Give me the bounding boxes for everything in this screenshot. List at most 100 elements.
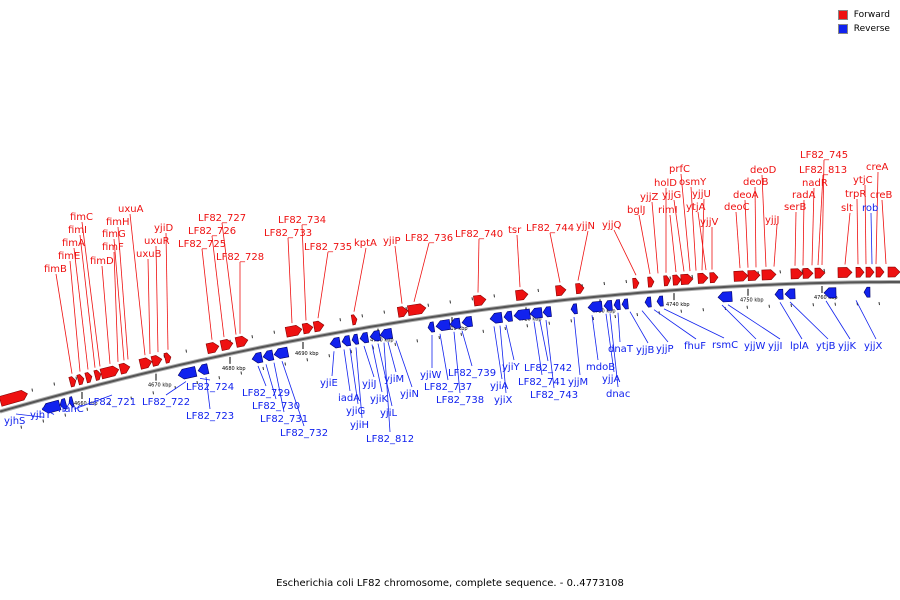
reverse-gene-label[interactable]: yjjK — [838, 341, 856, 352]
forward-gene-label[interactable]: yjjQ — [602, 220, 621, 231]
reverse-gene-arrow[interactable] — [427, 321, 436, 333]
reverse-gene-arrow[interactable] — [621, 298, 629, 310]
forward-gene-arrow[interactable] — [747, 270, 761, 281]
forward-gene-label[interactable]: ytjC — [853, 175, 873, 186]
forward-gene-label[interactable]: creA — [866, 162, 889, 173]
reverse-gene-label[interactable]: dnac — [606, 389, 630, 400]
forward-gene-label[interactable]: radA — [792, 190, 816, 201]
reverse-gene-arrow[interactable] — [542, 306, 552, 318]
reverse-gene-label[interactable]: LF82_721 — [88, 397, 136, 408]
forward-gene-arrow[interactable] — [663, 275, 671, 287]
reverse-gene-arrow[interactable] — [717, 291, 733, 303]
forward-gene-arrow[interactable] — [855, 266, 865, 278]
forward-gene-label[interactable]: LF82_734 — [278, 215, 326, 226]
reverse-gene-label[interactable]: LF82_737 — [424, 382, 472, 393]
reverse-gene-label[interactable]: yjiJ — [362, 379, 376, 390]
forward-gene-label[interactable]: serB — [784, 202, 806, 213]
reverse-gene-arrow[interactable] — [570, 303, 578, 315]
reverse-gene-label[interactable]: fhuF — [684, 341, 706, 352]
reverse-gene-label[interactable]: yjiG — [346, 406, 365, 417]
forward-gene-arrow[interactable] — [875, 266, 885, 278]
forward-gene-arrow[interactable] — [790, 268, 804, 280]
forward-gene-arrow[interactable] — [396, 306, 409, 318]
forward-gene-arrow[interactable] — [672, 274, 682, 286]
forward-gene-arrow[interactable] — [99, 365, 120, 380]
forward-gene-label[interactable]: yjjG — [662, 190, 681, 201]
reverse-gene-label[interactable]: LF82_731 — [260, 414, 308, 425]
forward-gene-label[interactable]: LF82_745 — [800, 150, 848, 161]
forward-gene-arrow[interactable] — [350, 314, 358, 326]
reverse-gene-label[interactable]: LF82_738 — [436, 395, 484, 406]
reverse-gene-label[interactable]: yjiW — [420, 370, 441, 381]
forward-gene-arrow[interactable] — [0, 389, 29, 407]
reverse-gene-label[interactable]: yjiA — [490, 381, 508, 392]
reverse-gene-arrow[interactable] — [369, 329, 382, 342]
reverse-gene-arrow[interactable] — [489, 312, 503, 324]
reverse-gene-label[interactable]: yjjA — [602, 374, 620, 385]
forward-gene-label[interactable]: fimA — [62, 238, 85, 249]
forward-gene-label[interactable]: fimI — [68, 225, 87, 236]
forward-gene-label[interactable]: deoA — [733, 190, 759, 201]
forward-gene-arrow[interactable] — [138, 357, 153, 370]
forward-gene-label[interactable]: LF82_736 — [405, 233, 453, 244]
forward-gene-arrow[interactable] — [163, 352, 172, 364]
reverse-gene-label[interactable]: yjiN — [400, 389, 419, 400]
forward-gene-arrow[interactable] — [234, 335, 249, 348]
reverse-gene-label[interactable]: LF82_732 — [280, 428, 328, 439]
forward-gene-arrow[interactable] — [709, 272, 719, 284]
forward-gene-arrow[interactable] — [837, 267, 853, 278]
reverse-gene-arrow[interactable] — [461, 316, 473, 328]
legend-reverse[interactable]: Reverse — [837, 22, 890, 36]
forward-gene-label[interactable]: yjiP — [383, 236, 401, 247]
reverse-gene-label[interactable]: yjjI — [768, 341, 782, 352]
forward-gene-label[interactable]: prfC — [669, 164, 690, 175]
forward-gene-label[interactable]: uxuB — [136, 249, 162, 260]
reverse-gene-label[interactable]: LF82_724 — [186, 382, 234, 393]
reverse-gene-arrow[interactable] — [863, 286, 871, 298]
forward-gene-label[interactable]: yjjN — [576, 221, 595, 232]
forward-gene-label[interactable]: uxuA — [118, 204, 144, 215]
reverse-gene-label[interactable]: yjjW — [744, 341, 765, 352]
forward-gene-arrow[interactable] — [887, 266, 900, 278]
forward-gene-arrow[interactable] — [76, 374, 85, 386]
reverse-gene-arrow[interactable] — [644, 296, 652, 308]
forward-gene-arrow[interactable] — [647, 276, 655, 288]
forward-gene-label[interactable]: LF82_744 — [526, 223, 574, 234]
reverse-gene-arrow[interactable] — [503, 310, 513, 322]
forward-gene-label[interactable]: uxuR — [144, 236, 170, 247]
reverse-gene-label[interactable]: LF82_743 — [530, 390, 578, 401]
reverse-gene-label[interactable]: nanC — [58, 404, 84, 415]
reverse-gene-arrow[interactable] — [613, 299, 621, 311]
forward-gene-arrow[interactable] — [802, 268, 814, 279]
reverse-gene-label[interactable]: yjhT — [30, 410, 52, 421]
forward-gene-label[interactable]: bglJ — [627, 205, 645, 216]
legend-forward[interactable]: Forward — [837, 8, 890, 22]
forward-gene-arrow[interactable] — [632, 277, 640, 289]
reverse-gene-arrow[interactable] — [197, 363, 210, 376]
forward-gene-label[interactable]: fimH — [106, 217, 130, 228]
forward-gene-arrow[interactable] — [150, 354, 163, 367]
reverse-gene-arrow[interactable] — [449, 317, 461, 329]
reverse-gene-arrow[interactable] — [177, 366, 198, 380]
forward-gene-label[interactable]: holD — [654, 178, 677, 189]
forward-gene-label[interactable]: LF82_725 — [178, 239, 226, 250]
forward-gene-label[interactable]: nadR — [802, 178, 828, 189]
forward-gene-arrow[interactable] — [697, 272, 709, 284]
forward-gene-label[interactable]: slt — [841, 203, 853, 214]
reverse-gene-label[interactable]: lplA — [790, 341, 809, 352]
reverse-gene-arrow[interactable] — [273, 346, 290, 360]
forward-gene-arrow[interactable] — [312, 320, 325, 333]
reverse-gene-label[interactable]: yjiY — [502, 362, 520, 373]
forward-gene-arrow[interactable] — [406, 303, 427, 316]
reverse-gene-label[interactable]: LF82_729 — [242, 388, 290, 399]
reverse-gene-arrow[interactable] — [435, 319, 451, 331]
reverse-gene-label[interactable]: LF82_730 — [252, 401, 300, 412]
forward-gene-label[interactable]: deoC — [724, 202, 750, 213]
reverse-gene-arrow[interactable] — [774, 288, 784, 300]
reverse-gene-label[interactable]: LF82_739 — [448, 368, 496, 379]
reverse-gene-arrow[interactable] — [513, 308, 531, 321]
reverse-gene-label[interactable]: dnaT — [608, 344, 634, 355]
forward-gene-label[interactable]: LF82_740 — [455, 229, 503, 240]
forward-gene-label[interactable]: trpR — [845, 189, 866, 200]
forward-gene-label[interactable]: kptA — [354, 238, 377, 249]
